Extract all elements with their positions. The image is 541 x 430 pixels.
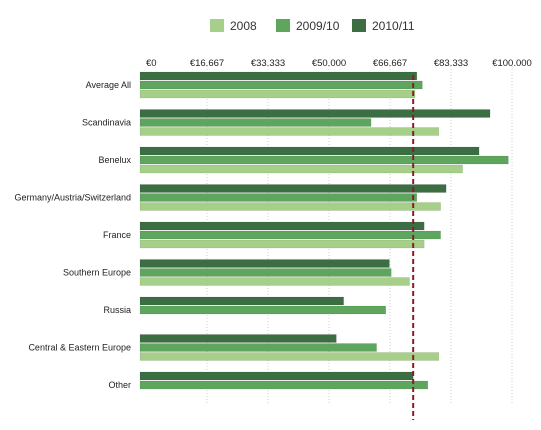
bar-southern-europe-2008 [139,277,410,286]
x-axis-ticks: €0 €16.667 €33.333 €50.000 €66.667 €83.333 €10… [146,58,532,69]
category-label-germany-austria-switzerland: Germany/Austria/Switzerland [14,193,131,203]
x-tick-label: €66.667 [373,58,407,69]
bar-germany-austria-switzerland-2009-10 [139,193,418,202]
category-label-average-all: Average All [86,80,131,90]
bar-benelux-2008 [139,164,463,174]
legend-label-2010-11: 2010/11 [372,19,415,33]
bar-scandinavia-2008 [139,127,440,136]
bar-central-eastern-europe-2010-11 [139,334,337,343]
x-tick-label: €16.667 [190,58,224,69]
bar-southern-europe-2010-11 [139,259,390,268]
legend-label-2009-10: 2009/10 [296,19,340,33]
bar-central-eastern-europe-2008 [139,352,440,361]
bar-germany-austria-switzerland-2008 [139,202,441,211]
category-label-france: France [103,230,131,240]
bar-france-2008 [139,239,425,249]
bar-scandinavia-2009-10 [139,118,372,127]
bar-benelux-2010-11 [139,146,480,156]
bar-southern-europe-2009-10 [139,268,392,277]
category-label-other: Other [108,380,131,390]
bar-average-all-2009-10 [139,80,423,90]
chart-legend: 2008 2009/10 2010/11 [210,19,415,33]
category-label-scandinavia: Scandinavia [82,118,131,128]
category-label-central-eastern-europe: Central & Eastern Europe [28,343,131,353]
category-label-benelux: Benelux [98,155,131,165]
x-tick-label: €50.000 [312,58,346,69]
bar-france-2010-11 [139,221,425,231]
chart-bars [139,71,509,390]
category-label-southern-europe: Southern Europe [63,268,131,278]
bar-central-eastern-europe-2009-10 [139,343,377,352]
x-tick-label: €100.000 [492,58,532,69]
bar-average-all-2010-11 [139,71,418,81]
category-label-russia: Russia [103,305,131,315]
bar-france-2009-10 [139,230,441,240]
bar-russia-2010-11 [139,296,344,306]
bar-other-2009-10 [139,380,429,390]
bar-scandinavia-2010-11 [139,109,491,118]
legend-label-2008: 2008 [230,19,257,33]
bar-germany-austria-switzerland-2010-11 [139,184,447,193]
legend-swatch-2008 [210,19,224,32]
x-tick-label: €0 [146,58,157,69]
x-tick-label: €33.333 [251,58,285,69]
bar-benelux-2009-10 [139,155,509,165]
legend-swatch-2010-11 [352,19,366,32]
legend-swatch-2009-10 [276,19,290,32]
bar-average-all-2008 [139,89,416,99]
category-labels: Average All Scandinavia Benelux Germany/Aus… [14,80,131,390]
bar-russia-2009-10 [139,305,386,315]
x-tick-label: €83.333 [434,58,468,69]
bar-other-2010-11 [139,371,414,381]
